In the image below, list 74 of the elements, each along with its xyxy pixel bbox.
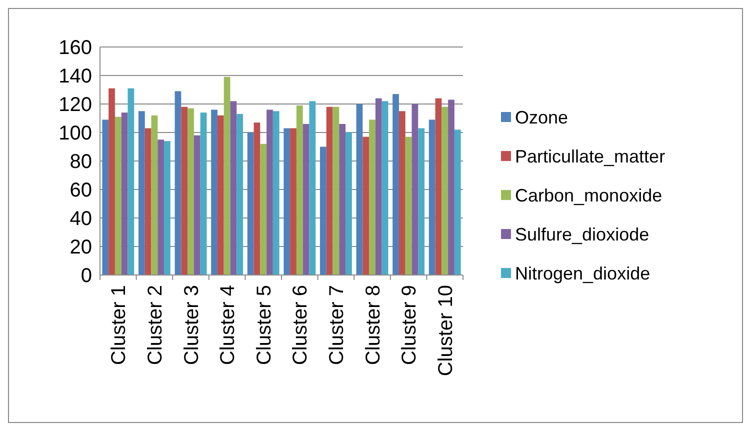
bar <box>418 128 425 275</box>
y-tick-label: 60 <box>70 180 92 202</box>
bar <box>181 106 188 275</box>
bar <box>309 101 316 275</box>
bar <box>224 76 230 275</box>
bar <box>138 111 145 275</box>
bar <box>435 98 442 275</box>
y-tick-label: 100 <box>58 122 92 144</box>
bar <box>254 122 260 275</box>
bar <box>230 101 237 275</box>
y-tick-label: 120 <box>58 94 92 116</box>
bar <box>375 98 382 275</box>
bar <box>326 106 333 275</box>
bar <box>174 91 182 275</box>
bar <box>217 115 224 275</box>
bar <box>302 124 310 275</box>
bar <box>290 128 296 275</box>
x-tick-label: Cluster 5 <box>253 285 276 366</box>
bar <box>272 111 280 275</box>
y-tick-label: 0 <box>80 265 92 287</box>
x-tick-label: Cluster 2 <box>144 285 166 366</box>
bar <box>346 132 352 275</box>
bar <box>128 88 134 275</box>
x-tick-label: Cluster 9 <box>398 285 421 366</box>
legend-label: Ozone <box>515 107 568 128</box>
legend-label: Nitrogen_dioxide <box>515 263 650 284</box>
x-tick-label: Cluster 8 <box>362 285 384 366</box>
bar <box>164 141 170 275</box>
bar <box>144 128 152 275</box>
legend-label: Sulfure_dioxiode <box>515 224 650 244</box>
bar <box>369 120 376 275</box>
legend-label: Carbon_monoxide <box>515 185 662 206</box>
x-tick-label: Cluster 10 <box>434 285 457 376</box>
bar <box>266 110 273 275</box>
bar <box>114 116 122 275</box>
x-tick-label: Cluster 4 <box>217 285 240 366</box>
y-tick-label: 40 <box>70 208 92 230</box>
bar <box>151 115 158 275</box>
bar <box>412 104 418 275</box>
bar <box>320 146 326 275</box>
bar <box>362 136 370 275</box>
y-tick-label: 140 <box>58 66 92 88</box>
x-tick-label: Cluster 6 <box>290 285 312 366</box>
bar <box>332 106 340 275</box>
bar <box>260 144 267 275</box>
bar <box>284 128 290 275</box>
bar <box>108 88 115 275</box>
bar <box>102 120 109 275</box>
bar <box>188 108 194 275</box>
bar <box>405 136 412 275</box>
bar <box>194 135 200 275</box>
bar <box>247 132 254 275</box>
bar <box>442 106 448 275</box>
bar <box>448 100 454 275</box>
x-tick-label: Cluster 1 <box>108 285 130 366</box>
bar <box>158 140 164 275</box>
bar <box>356 104 363 275</box>
bar <box>428 120 436 275</box>
bar <box>200 112 207 275</box>
y-tick-label: 80 <box>70 151 92 173</box>
bar <box>296 105 303 275</box>
x-tick-label: Cluster 7 <box>326 285 348 366</box>
bar <box>211 110 218 275</box>
bar <box>121 112 128 275</box>
bar <box>339 124 346 275</box>
bar <box>236 114 244 275</box>
bar <box>392 94 399 275</box>
legend-label: Particullate_matter <box>515 146 666 166</box>
x-tick-label: Cluster 3 <box>180 285 203 366</box>
bar <box>382 101 388 275</box>
bar <box>454 130 461 275</box>
y-tick-label: 20 <box>70 236 92 258</box>
y-tick-label: 160 <box>58 37 92 59</box>
bar <box>398 111 406 275</box>
